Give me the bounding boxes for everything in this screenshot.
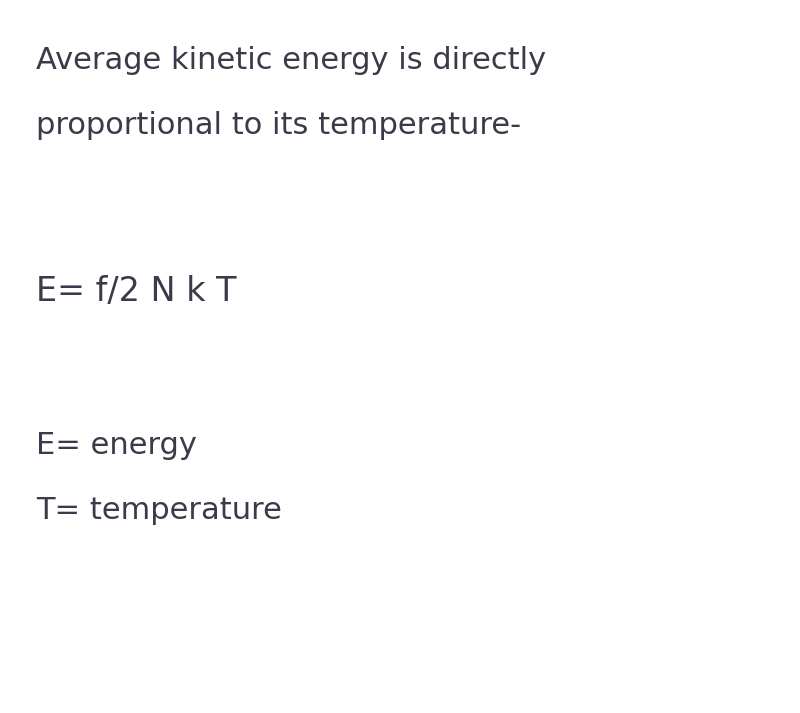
Text: E= energy: E= energy xyxy=(36,431,197,461)
Text: proportional to its temperature-: proportional to its temperature- xyxy=(36,111,521,140)
Text: Average kinetic energy is directly: Average kinetic energy is directly xyxy=(36,46,546,76)
Text: E= f/2 N k T: E= f/2 N k T xyxy=(36,275,237,307)
Text: T= temperature: T= temperature xyxy=(36,496,282,525)
